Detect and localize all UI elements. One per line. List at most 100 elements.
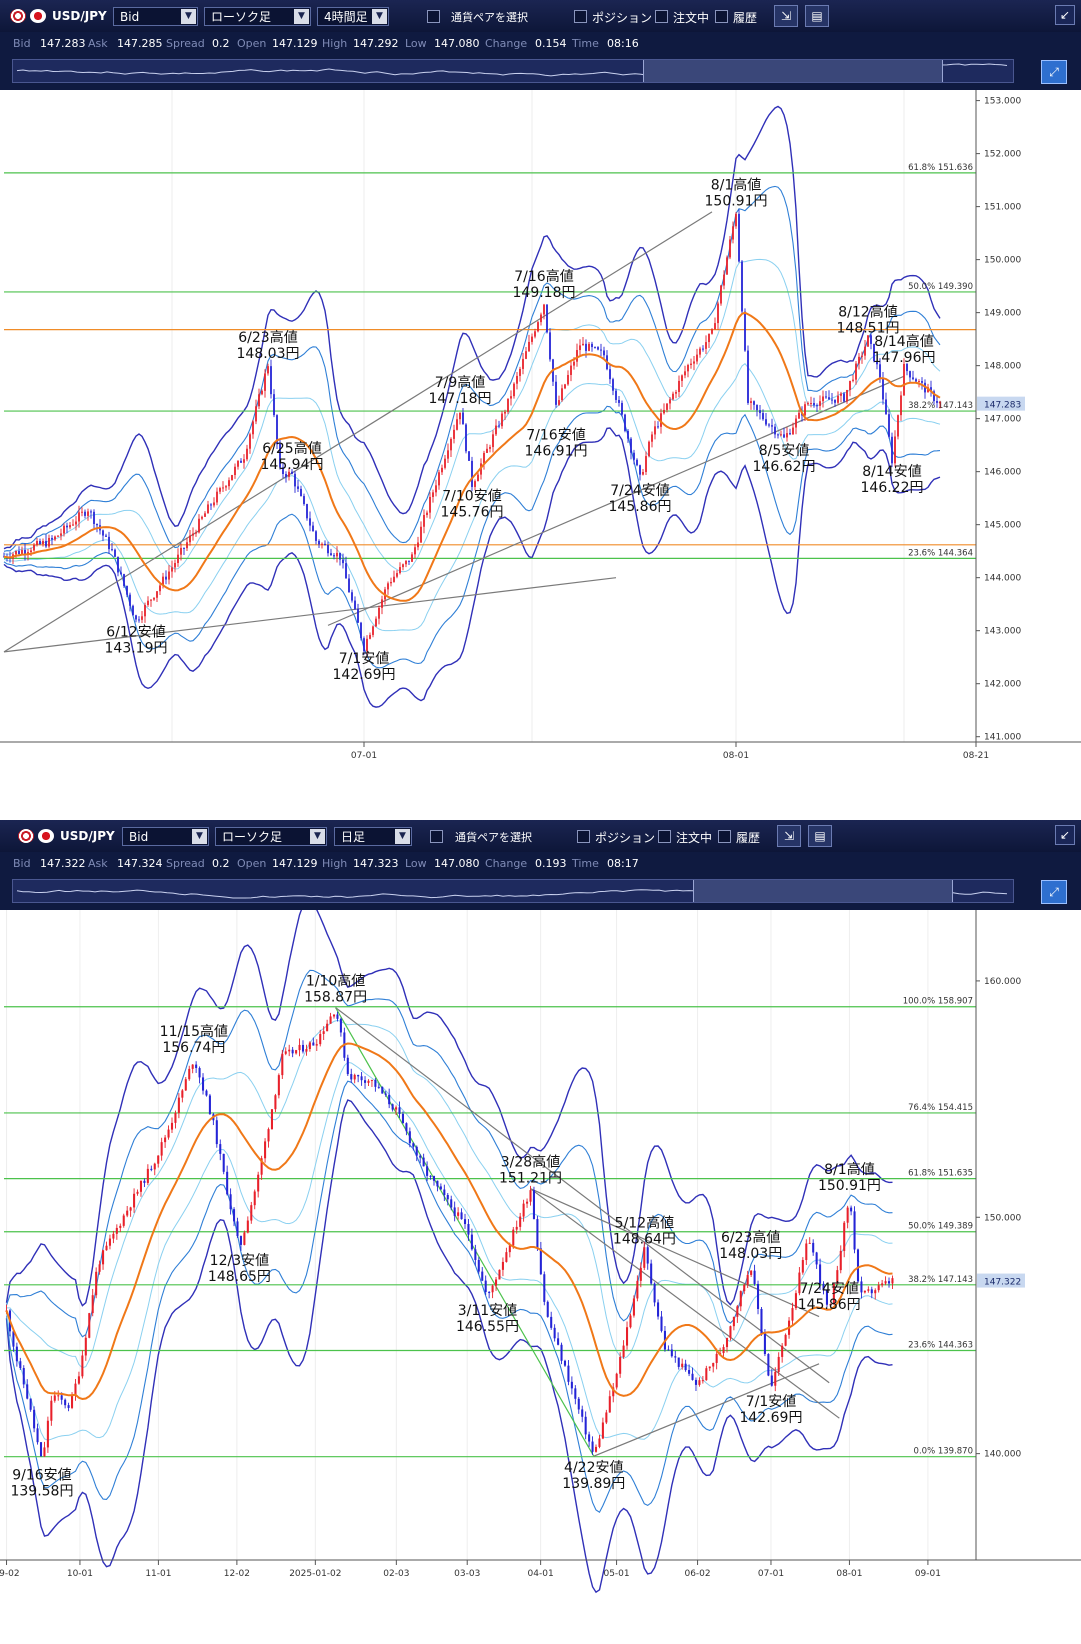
candle-up <box>162 576 164 586</box>
history-label: 履歴 <box>733 11 758 25</box>
candle-down <box>741 261 743 312</box>
candle-up <box>564 384 566 389</box>
candle-up <box>288 471 290 477</box>
candle-down <box>885 399 887 415</box>
candle-down <box>12 1331 15 1347</box>
fibonacci-diagonal <box>335 1007 595 1457</box>
select-pair-checkbox[interactable] <box>427 10 440 23</box>
candle-up <box>708 333 710 343</box>
candle-up <box>372 626 374 635</box>
candle-up <box>714 323 716 330</box>
candle-up <box>894 436 896 464</box>
chart-settings-button[interactable]: ⇲ <box>774 5 798 27</box>
annotation-price: 139.89円 <box>562 1476 625 1492</box>
candle-down <box>315 531 317 541</box>
position-checkbox[interactable] <box>574 10 587 23</box>
candle-up <box>780 434 782 436</box>
close-button[interactable]: ↙ <box>1055 825 1075 845</box>
layout-button[interactable]: ▤ <box>808 825 832 847</box>
candle-up <box>720 285 722 304</box>
annotation-price: 151.21円 <box>499 1171 562 1187</box>
candle-down <box>67 1405 70 1408</box>
candle-up <box>891 1278 894 1284</box>
candle-up <box>839 1250 842 1271</box>
spread-value: 0.2 <box>212 857 230 870</box>
candle-down <box>753 401 755 405</box>
fullscreen-button[interactable]: ⤢ <box>1041 880 1067 904</box>
candle-up <box>483 452 485 464</box>
annotation-price: 142.69円 <box>333 667 396 683</box>
annotation-price: 148.03円 <box>237 346 300 362</box>
candle-down <box>574 1388 577 1399</box>
navigator-track[interactable] <box>12 879 1014 903</box>
candle-down <box>887 1281 891 1284</box>
candle-up <box>411 554 413 562</box>
candle-up <box>849 380 851 390</box>
price-type-select[interactable]: Bid ▼ <box>122 827 209 846</box>
navigator-selection[interactable] <box>643 60 943 82</box>
candle-up <box>213 502 215 506</box>
candle-down <box>419 1155 422 1158</box>
candle-up <box>643 1247 646 1268</box>
select-pair-checkbox[interactable] <box>430 830 443 843</box>
annotation-price: 142.69円 <box>739 1410 802 1426</box>
candle-down <box>467 1224 470 1235</box>
open-label: Open <box>237 857 267 870</box>
candle-down <box>93 511 95 524</box>
candle-up <box>867 335 869 347</box>
candle-down <box>422 1157 425 1167</box>
candle-down <box>114 549 116 557</box>
y-tick-label: 142.000 <box>984 680 1021 690</box>
close-button[interactable]: ↙ <box>1055 5 1075 25</box>
candle-up <box>678 380 680 392</box>
chevron-down-icon: ▼ <box>294 9 309 24</box>
candle-up <box>177 1097 180 1113</box>
annotation-title: 7/10安値 <box>442 488 501 504</box>
trendline <box>3 577 617 653</box>
navigator-track[interactable] <box>12 59 1014 83</box>
timeframe-select[interactable]: 日足 ▼ <box>334 827 412 846</box>
candle-up <box>750 1270 753 1275</box>
orders-checkbox[interactable] <box>658 830 671 843</box>
candle-up <box>537 322 539 332</box>
chart-type-select[interactable]: ローソク足 ▼ <box>215 827 327 846</box>
fullscreen-button[interactable]: ⤢ <box>1041 60 1067 84</box>
candle-up <box>366 638 368 652</box>
candle-down <box>557 1338 560 1345</box>
price-type-select[interactable]: Bid ▼ <box>113 7 198 26</box>
position-checkbox[interactable] <box>577 830 590 843</box>
candle-up <box>369 634 371 639</box>
orders-checkbox[interactable] <box>655 10 668 23</box>
layout-button[interactable]: ▤ <box>805 5 829 27</box>
chart-settings-button[interactable]: ⇲ <box>777 825 801 847</box>
x-tick-label: 09-02 <box>0 1569 20 1579</box>
timeframe-select[interactable]: 4時間足 ▼ <box>317 7 389 26</box>
history-checkbox[interactable] <box>718 830 731 843</box>
candle-up <box>699 348 701 355</box>
candle-up <box>375 618 377 627</box>
candle-down <box>481 1271 484 1281</box>
candle-down <box>873 343 875 362</box>
chart-type-select[interactable]: ローソク足 ▼ <box>204 7 311 26</box>
candle-up <box>531 336 533 342</box>
bollinger-band-lower-2sigma <box>3 405 941 669</box>
navigator-selection[interactable] <box>693 880 953 902</box>
annotation-title: 6/12安値 <box>106 625 165 641</box>
candle-up <box>459 412 461 420</box>
bollinger-band-lower-3sigma <box>5 1099 893 1594</box>
candle-up <box>322 1031 325 1034</box>
toolbar: USD/JPY Bid ▼ ローソク足 ▼ 日足 ▼ 通貨ペアを選択 ポジション 注文… <box>0 820 1081 852</box>
candle-up <box>939 402 941 404</box>
price-chart-4h[interactable]: 61.8% 151.636 50.0% 149.390 38.2% 147.143 2… <box>0 90 1081 818</box>
candle-down <box>324 543 326 546</box>
candle-down <box>650 1263 653 1284</box>
jp-flag-icon <box>30 9 46 23</box>
candle-down <box>765 419 767 425</box>
price-chart-daily[interactable]: 100.0% 158.907 76.4% 154.415 61.8% 151.635… <box>0 910 1081 1644</box>
candle-up <box>119 1225 122 1228</box>
history-checkbox[interactable] <box>715 10 728 23</box>
candle-up <box>672 393 674 400</box>
candle-up <box>399 567 401 574</box>
candle-down <box>615 390 617 400</box>
bollinger-band-lower-1sigma <box>3 363 941 632</box>
